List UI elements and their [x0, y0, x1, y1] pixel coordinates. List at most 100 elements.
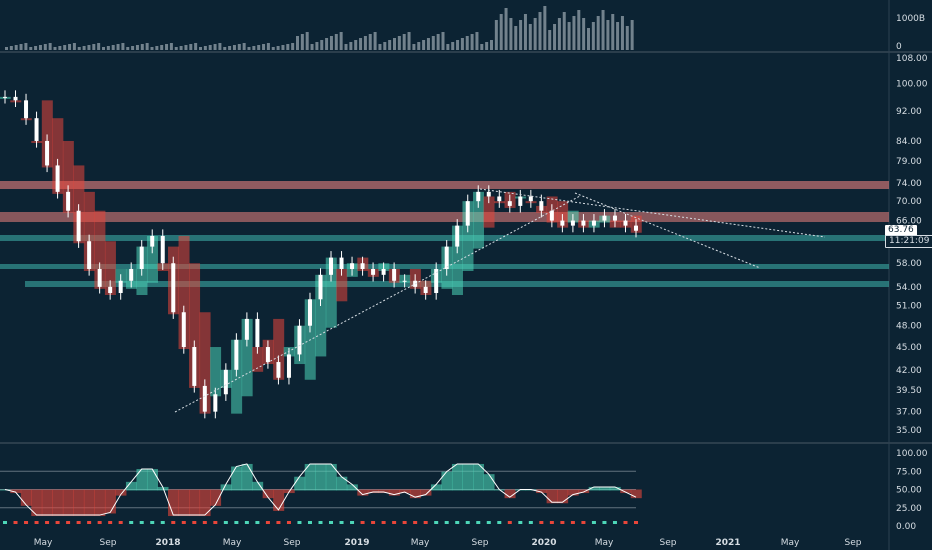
oscillator-marker [486, 521, 491, 524]
volume-bar [465, 36, 469, 50]
volume-bar [237, 44, 241, 50]
oscillator-area [199, 489, 211, 517]
ribbon-segment [273, 318, 285, 380]
volume-bar [169, 43, 173, 50]
oscillator-area [504, 489, 516, 499]
oscillator-marker [129, 521, 134, 524]
volume-bar [611, 14, 615, 50]
price-scale-label: 54.00 [896, 283, 922, 293]
candle-body [371, 268, 376, 275]
oscillator-area [483, 474, 495, 491]
trendline-falling-2[interactable] [574, 192, 761, 269]
ribbon-segment [83, 191, 95, 271]
oscillator-marker [255, 521, 260, 524]
volume-bar [407, 32, 411, 50]
oscillator-area [294, 476, 306, 491]
volume-bar [504, 8, 508, 50]
volume-bar [606, 20, 610, 50]
volume-bar [135, 45, 139, 50]
volume-bar [286, 44, 290, 50]
price-scale-label: 100.00 [896, 79, 928, 89]
oscillator-area [367, 489, 379, 494]
volume-bar [58, 46, 62, 50]
volume-bar [310, 44, 314, 50]
trendline-rising[interactable] [174, 195, 581, 413]
candle-body [139, 246, 144, 269]
volume-bar [305, 32, 309, 50]
volume-bar [14, 45, 18, 50]
volume-bar [82, 46, 86, 50]
volume-bars [5, 6, 634, 50]
volume-bar [29, 47, 33, 50]
candle-body [76, 210, 81, 242]
candle-body [476, 191, 481, 202]
volume-bar [329, 36, 333, 50]
volume-scale-label: 1000B [896, 14, 925, 24]
volume-bar [155, 46, 159, 50]
oscillator-area [557, 489, 569, 504]
volume-scale[interactable]: 1000B 0 [896, 14, 925, 52]
volume-bar [43, 44, 47, 50]
oscillator-area [472, 463, 485, 491]
price-candles[interactable] [3, 90, 638, 419]
oscillator-marker [97, 521, 102, 524]
support-zone-1[interactable] [0, 235, 889, 241]
volume-bar [252, 46, 256, 50]
candle-body [507, 201, 512, 206]
ribbon-segment [199, 312, 211, 414]
oscillator-area [189, 489, 201, 517]
time-axis-label: 2019 [344, 538, 369, 548]
candle-body [118, 280, 123, 294]
oscillator-scale[interactable]: 100.00 75.00 50.00 25.00 0.00 [896, 449, 928, 532]
oscillator-area [315, 463, 327, 491]
candle-body [581, 220, 586, 226]
time-axis[interactable]: May Sep 2018 May Sep 2019 May Sep 2020 May Sep 2021… [34, 538, 862, 548]
volume-bar [281, 45, 285, 50]
price-scale-label: 70.00 [896, 197, 922, 207]
volume-bar [431, 36, 435, 50]
volume-bar [232, 45, 236, 50]
volume-bar [582, 18, 586, 50]
candle-body [497, 196, 502, 202]
volume-bar [543, 6, 547, 50]
volume-bar [5, 47, 8, 50]
oscillator-marker [549, 521, 554, 524]
oscillator-marker [602, 521, 607, 524]
candle-body [339, 257, 344, 269]
resistance-zone-upper[interactable] [0, 181, 889, 189]
candle-body [244, 318, 249, 340]
volume-bar [315, 42, 319, 50]
candle-body [45, 140, 50, 166]
volume-bar [97, 43, 101, 50]
ribbon-segment [451, 225, 463, 296]
oscillator-area [52, 489, 64, 517]
candle-body [13, 96, 18, 101]
oscillator-area [83, 489, 95, 517]
candle-body [234, 339, 239, 370]
price-scale-label: 39.50 [896, 386, 922, 396]
oscillator-area [325, 463, 337, 491]
price-scale-label: 74.00 [896, 179, 922, 189]
oscillator-area [168, 489, 180, 517]
oscillator-marker [497, 521, 502, 524]
volume-bar [562, 12, 566, 50]
oscillator-area [451, 463, 463, 491]
oscillator-marker [213, 521, 218, 524]
candle-body [528, 196, 533, 202]
volume-bar [34, 46, 38, 50]
oscillator-marker [612, 521, 617, 524]
oscillator-marker [444, 521, 449, 524]
oscillator-marker [413, 521, 418, 524]
ribbon-segment [472, 191, 485, 249]
volume-bar [451, 42, 455, 50]
oscillator-marker [223, 521, 228, 524]
resistance-zone-lower[interactable] [0, 212, 889, 222]
last-price-tag: 63.76 [885, 225, 917, 236]
volume-bar [630, 20, 634, 50]
volume-bar [460, 38, 464, 50]
candle-body [549, 210, 554, 221]
oscillator-marker [350, 521, 355, 524]
oscillator-marker [66, 521, 71, 524]
price-scale[interactable]: 108.00 100.00 92.00 84.00 79.00 74.00 70.00 66.… [896, 54, 928, 436]
